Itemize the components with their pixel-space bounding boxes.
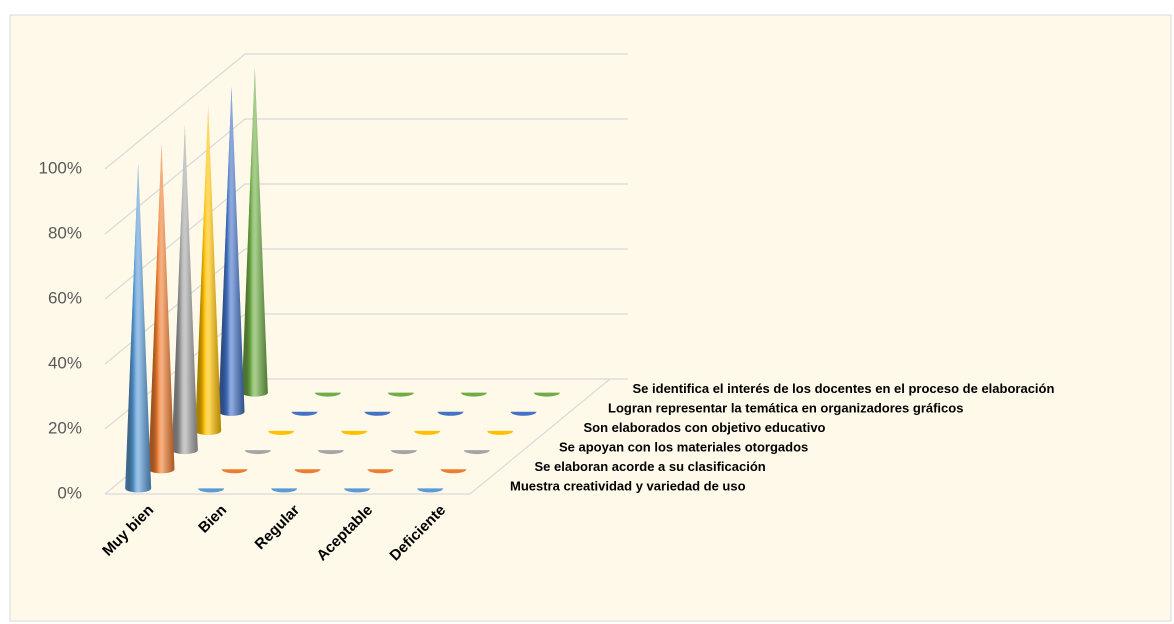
cone-shade — [195, 105, 222, 435]
cone — [533, 392, 560, 397]
y-tick-label: 100% — [39, 158, 82, 177]
cone-shade — [148, 144, 175, 474]
cone — [268, 430, 295, 435]
cone — [417, 488, 444, 493]
grid-line — [104, 248, 628, 365]
cone — [198, 488, 225, 493]
cone — [387, 392, 414, 397]
grid-line — [104, 118, 628, 235]
cone — [291, 411, 318, 416]
cone — [364, 411, 391, 416]
cone — [317, 450, 344, 455]
cone-shade — [125, 163, 152, 493]
cone — [440, 469, 467, 474]
cone-shade — [171, 125, 198, 455]
cone — [390, 450, 417, 455]
cone — [314, 392, 341, 397]
y-tick-label: 40% — [48, 353, 82, 372]
cone — [367, 469, 394, 474]
y-tick-label: 60% — [48, 288, 82, 307]
cone-shade — [218, 86, 245, 416]
cone — [221, 469, 248, 474]
cone — [244, 450, 271, 455]
cone — [341, 430, 368, 435]
series-label: Se apoyan con los materiales otorgados — [559, 439, 808, 454]
cone — [437, 411, 464, 416]
cone — [510, 411, 537, 416]
y-tick-label: 80% — [48, 223, 82, 242]
series-label: Se identifica el interés de los docentes… — [633, 381, 1055, 396]
cone — [463, 450, 490, 455]
series-label: Se elaboran acorde a su clasificación — [535, 459, 766, 474]
series-label: Son elaborados con objetivo educativo — [584, 420, 826, 435]
series-label: Logran representar la temática en organi… — [608, 400, 963, 415]
floor — [105, 378, 611, 495]
y-tick-label: 20% — [48, 418, 82, 437]
grid-line — [104, 183, 628, 300]
cone — [414, 430, 441, 435]
cone-shade — [241, 67, 268, 397]
y-tick-label: 0% — [57, 483, 82, 502]
cone — [344, 488, 371, 493]
cone — [460, 392, 487, 397]
cone — [294, 469, 321, 474]
cone — [271, 488, 298, 493]
cone — [487, 430, 514, 435]
grid-line — [104, 53, 628, 170]
series-label: Muestra creatividad y variedad de uso — [510, 478, 746, 493]
